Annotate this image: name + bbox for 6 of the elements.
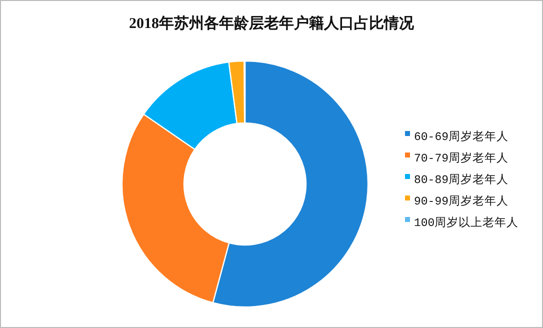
legend-label: 100周岁以上老年人 <box>414 216 519 230</box>
legend-label: 70-79周岁老年人 <box>414 152 509 166</box>
legend-label: 60-69周岁老年人 <box>414 130 509 144</box>
chart-title: 2018年苏州各年龄层老年户籍人口占比情况 <box>129 14 415 32</box>
legend-label: 90-99周岁老年人 <box>414 194 509 209</box>
legend-label: 80-89周岁老年人 <box>414 173 509 188</box>
